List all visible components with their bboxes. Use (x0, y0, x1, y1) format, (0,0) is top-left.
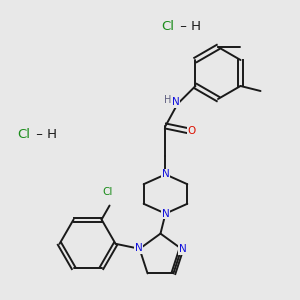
Text: N: N (178, 244, 186, 254)
Text: Cl: Cl (17, 128, 30, 142)
Text: Cl: Cl (161, 20, 174, 32)
Text: – H: – H (32, 128, 57, 142)
Text: H: H (164, 95, 171, 105)
Text: N: N (162, 208, 170, 219)
Text: N: N (172, 97, 179, 107)
Text: Cl: Cl (102, 187, 113, 196)
Text: N: N (162, 169, 170, 179)
Text: N: N (135, 243, 142, 253)
Text: – H: – H (176, 20, 201, 32)
Text: O: O (188, 126, 196, 136)
